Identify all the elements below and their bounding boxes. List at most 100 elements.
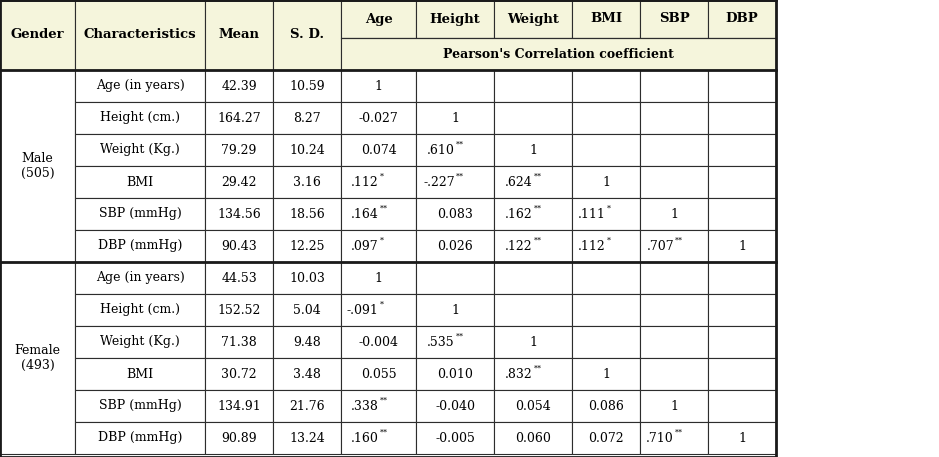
Text: -0.040: -0.040 [435,399,475,413]
Text: **: ** [675,429,684,436]
Text: 90.43: 90.43 [221,239,257,253]
Bar [572,390,640,422]
Text: S. D.: S. D. [290,28,324,42]
Text: 44.53: 44.53 [221,271,257,285]
Bar [75,294,205,326]
Text: 1: 1 [602,175,610,188]
Text: 164.27: 164.27 [217,112,261,124]
Bar [640,358,708,390]
Text: 1: 1 [375,271,382,285]
Bar [572,294,640,326]
Text: **: ** [456,333,465,340]
Bar [416,422,494,454]
Text: 1: 1 [670,399,678,413]
Bar [273,0,341,70]
Bar [572,102,640,134]
Bar [341,38,776,70]
Bar [75,198,205,230]
Bar [494,390,572,422]
Bar [416,390,494,422]
Text: BMI: BMI [127,367,154,381]
Bar [205,230,273,262]
Text: 0.086: 0.086 [588,399,623,413]
Text: Pearson's Correlation coefficient: Pearson's Correlation coefficient [443,48,674,60]
Bar [494,166,572,198]
Bar [205,102,273,134]
Text: *: * [608,205,611,213]
Text: 3.48: 3.48 [293,367,321,381]
Text: 1: 1 [529,335,537,349]
Bar [708,134,776,166]
Bar [341,326,416,358]
Text: 0.026: 0.026 [438,239,473,253]
Text: .624: .624 [505,175,533,188]
Text: 1: 1 [602,367,610,381]
Bar [572,166,640,198]
Text: SBP (mmHg): SBP (mmHg) [99,399,181,413]
Bar [494,262,572,294]
Text: 3.16: 3.16 [293,175,321,188]
Text: .162: .162 [505,207,533,220]
Bar [416,70,494,102]
Text: 0.055: 0.055 [361,367,396,381]
Text: 1: 1 [529,143,537,156]
Text: 71.38: 71.38 [221,335,257,349]
Bar [205,134,273,166]
Text: **: ** [534,173,543,181]
Bar [572,198,640,230]
Bar [494,102,572,134]
Text: BMI: BMI [127,175,154,188]
Text: .707: .707 [646,239,674,253]
Bar [494,358,572,390]
Text: .097: .097 [351,239,378,253]
Bar [640,0,708,38]
Bar [273,230,341,262]
Text: 9.48: 9.48 [293,335,321,349]
Bar [205,262,273,294]
Bar [273,166,341,198]
Text: 18.56: 18.56 [289,207,325,220]
Bar [416,358,494,390]
Bar [273,102,341,134]
Text: Weight: Weight [507,12,559,26]
Bar [708,422,776,454]
Bar [416,134,494,166]
Bar [341,102,416,134]
Bar [494,70,572,102]
Text: .160: .160 [350,431,378,445]
Bar [341,358,416,390]
Bar [708,358,776,390]
Bar [341,0,416,38]
Text: **: ** [675,237,684,244]
Bar [572,262,640,294]
Text: .164: .164 [350,207,378,220]
Bar [75,326,205,358]
Bar [708,166,776,198]
Bar [640,70,708,102]
Text: SBP (mmHg): SBP (mmHg) [99,207,181,220]
Bar [494,294,572,326]
Text: Weight (Kg.): Weight (Kg.) [100,143,180,156]
Text: Male
(505): Male (505) [21,152,54,180]
Bar [205,70,273,102]
Text: .111: .111 [578,207,606,220]
Text: Age: Age [364,12,393,26]
Bar [273,422,341,454]
Text: Age (in years): Age (in years) [96,80,184,92]
Text: Gender: Gender [10,28,64,42]
Text: .535: .535 [427,335,455,349]
Bar [273,70,341,102]
Bar [75,390,205,422]
Bar [273,358,341,390]
Bar [273,198,341,230]
Text: *: * [380,173,384,181]
Bar [0,0,75,70]
Bar [273,262,341,294]
Bar [572,134,640,166]
Text: **: ** [534,205,543,213]
Bar [341,134,416,166]
Text: 10.59: 10.59 [289,80,325,92]
Text: 1: 1 [738,239,746,253]
Text: 0.072: 0.072 [588,431,623,445]
Bar [708,198,776,230]
